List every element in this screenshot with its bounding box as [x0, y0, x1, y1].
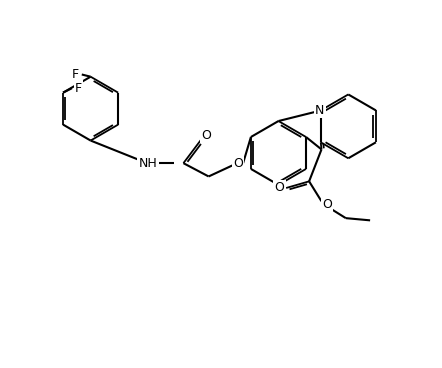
Text: O: O [202, 129, 211, 142]
Text: O: O [274, 181, 285, 195]
Text: F: F [72, 68, 79, 81]
Text: F: F [75, 82, 82, 95]
Text: NH: NH [139, 157, 157, 170]
Text: N: N [315, 104, 324, 117]
Text: O: O [322, 198, 332, 211]
Text: O: O [233, 157, 243, 170]
